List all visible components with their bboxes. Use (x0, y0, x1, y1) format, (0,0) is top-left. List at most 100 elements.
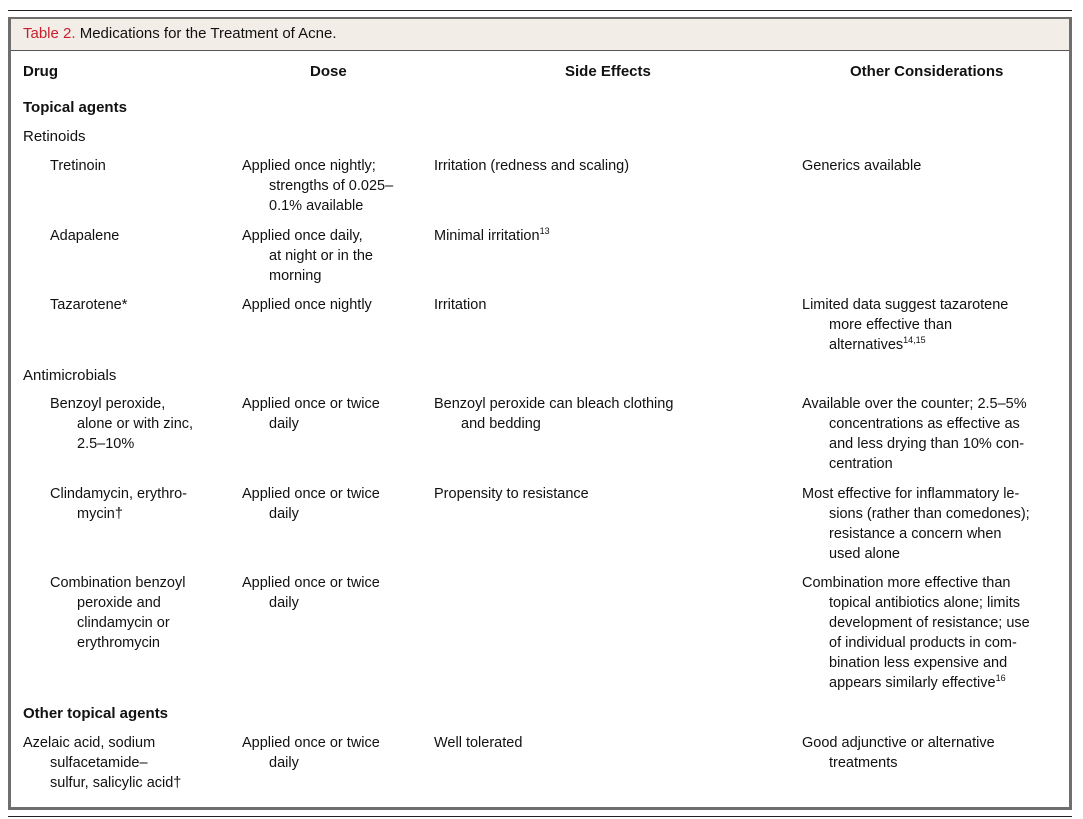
cell-line: Benzoyl peroxide can bleach clothing (434, 396, 674, 412)
cell-line: erythromycin (77, 635, 160, 651)
table-frame: Table 2. Medications for the Treatment o… (8, 17, 1072, 810)
cell-line: Well tolerated (434, 735, 523, 751)
cell-line: sulfur, salicylic acid† (50, 775, 182, 791)
cell-other: Combination more effective than topical a… (802, 573, 1030, 693)
cell-line: of individual products in com- (829, 635, 1017, 651)
cell-line: treatments (829, 755, 898, 771)
cell-line: Applied once or twice (242, 575, 380, 591)
cell-line: Irritation (434, 297, 487, 313)
cell-line: development of resistance; use (829, 615, 1030, 631)
cell-line: Adapalene (50, 228, 120, 244)
cell-line: Minimal irritation13 (434, 226, 550, 244)
cell-line: peroxide and (77, 595, 161, 611)
cell-drug: Tazarotene* (50, 295, 127, 315)
table-label: Table 2. (23, 25, 76, 42)
header-dose: Dose (310, 63, 347, 80)
cell-line: Available over the counter; 2.5–5% (802, 396, 1027, 412)
cell-line: Propensity to resistance (434, 486, 589, 502)
cell-side: Well tolerated (434, 733, 522, 753)
cell-line: strengths of 0.025– (269, 178, 394, 194)
cell-line: appears similarly effective16 (829, 673, 1006, 691)
cell-other: Limited data suggest tazarotene more effe… (802, 295, 1008, 355)
cell-line: daily (269, 755, 299, 771)
table-title: Table 2. Medications for the Treatment o… (23, 25, 337, 42)
cell-side: Irritation (434, 295, 486, 315)
cell-dose: Applied once daily, at night or in the mor… (242, 226, 373, 286)
table-title-bar: Table 2. Medications for the Treatment o… (11, 19, 1069, 51)
reference-superscript: 16 (995, 673, 1006, 684)
cell-other: Available over the counter; 2.5–5% concen… (802, 394, 1027, 474)
cell-line: Applied once or twice (242, 486, 380, 502)
cell-side: Irritation (redness and scaling) (434, 156, 629, 176)
cell-line: more effective than (829, 317, 953, 333)
table-caption: Medications for the Treatment of Acne. (79, 25, 337, 42)
cell-other: Generics available (802, 156, 921, 176)
cell-line: topical antibiotics alone; limits (829, 595, 1021, 611)
cell-line: 2.5–10% (77, 436, 135, 452)
cell-line: Most effective for inflammatory le- (802, 486, 1020, 502)
cell-line: Tretinoin (50, 158, 106, 174)
cell-line: centration (829, 456, 893, 472)
cell-line: Applied once nightly (242, 297, 372, 313)
cell-line: Good adjunctive or alternative (802, 735, 995, 751)
cell-line: Benzoyl peroxide, (50, 396, 166, 412)
cell-line: Limited data suggest tazarotene (802, 297, 1009, 313)
cell-dose: Applied once or twice daily (242, 484, 380, 524)
cell-line: used alone (829, 546, 900, 562)
cell-dose: Applied once or twice daily (242, 733, 380, 773)
cell-line: Clindamycin, erythro- (50, 486, 187, 502)
section-retinoids: Retinoids (23, 128, 86, 145)
section-other-topical-agents: Other topical agents (23, 705, 169, 722)
cell-drug: Tretinoin (50, 156, 106, 176)
cell-drug: Clindamycin, erythro-mycin† (50, 484, 187, 524)
cell-line: 0.1% available (269, 198, 364, 214)
cell-line: sulfacetamide– (50, 755, 148, 771)
cell-line: concentrations as effective as (829, 416, 1020, 432)
cell-side: Minimal irritation13 (434, 226, 550, 246)
cell-other: Most effective for inflammatory le-sions… (802, 484, 1030, 564)
header-drug: Drug (23, 63, 58, 80)
cell-line: Applied once nightly; (242, 158, 376, 174)
cell-line: sions (rather than comedones); (829, 506, 1030, 522)
header-side-effects: Side Effects (565, 63, 651, 80)
cell-line: daily (269, 506, 299, 522)
top-rule (8, 10, 1072, 11)
cell-line: Combination more effective than (802, 575, 1011, 591)
cell-line: bination less expensive and (829, 655, 1008, 671)
cell-other: Good adjunctive or alternative treatments (802, 733, 995, 773)
cell-drug: Azelaic acid, sodium sulfacetamide– sulfur… (23, 733, 181, 793)
cell-line: daily (269, 416, 299, 432)
cell-dose: Applied once or twice daily (242, 573, 380, 613)
cell-line: morning (269, 268, 322, 284)
cell-dose: Applied once or twice daily (242, 394, 380, 434)
section-topical-agents: Topical agents (23, 99, 127, 116)
cell-drug: Adapalene (50, 226, 119, 246)
cell-line: Azelaic acid, sodium (23, 735, 156, 751)
cell-side: Benzoyl peroxide can bleach clothing and … (434, 394, 673, 434)
reference-superscript: 14,15 (903, 335, 926, 346)
cell-line: Applied once or twice (242, 735, 380, 751)
cell-line: daily (269, 595, 299, 611)
cell-side: Propensity to resistance (434, 484, 589, 504)
cell-line: Irritation (redness and scaling) (434, 158, 630, 174)
cell-dose: Applied once nightly (242, 295, 372, 315)
cell-dose: Applied once nightly; strengths of 0.025–… (242, 156, 393, 216)
cell-line: and less drying than 10% con- (829, 436, 1025, 452)
reference-superscript: 13 (539, 226, 550, 237)
cell-line: alone or with zinc, (77, 416, 194, 432)
cell-line: mycin† (77, 506, 123, 522)
cell-line: Applied once daily, (242, 228, 363, 244)
cell-line: Tazarotene* (50, 297, 128, 313)
cell-line: resistance a concern when (829, 526, 1002, 542)
cell-line: alternatives14,15 (829, 335, 926, 353)
section-antimicrobials: Antimicrobials (23, 367, 117, 384)
cell-line: Combination benzoyl (50, 575, 186, 591)
cell-line: clindamycin or (77, 615, 170, 631)
cell-line: at night or in the (269, 248, 373, 264)
cell-line: Generics available (802, 158, 922, 174)
cell-line: and bedding (461, 416, 541, 432)
header-other-considerations: Other Considerations (850, 63, 1004, 80)
cell-line: Applied once or twice (242, 396, 380, 412)
cell-drug: Benzoyl peroxide, alone or with zinc, 2.5–… (50, 394, 193, 454)
bottom-rule (8, 816, 1072, 817)
